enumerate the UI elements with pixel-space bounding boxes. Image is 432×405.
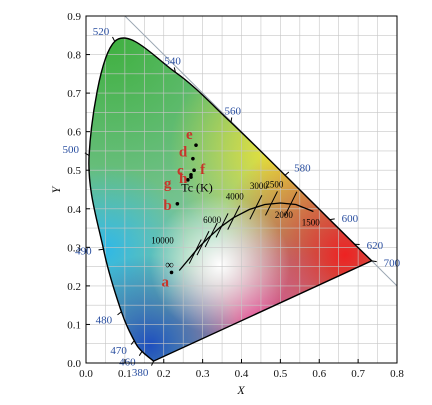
sample-point: [194, 143, 198, 147]
wavelength-label: 490: [75, 246, 92, 258]
isotemperature-line: [204, 222, 218, 248]
wavelength-label: 560: [225, 106, 242, 118]
y-tick-label: 0.6: [67, 127, 81, 139]
isotemperature-line: [188, 239, 202, 264]
sample-point-label: a: [162, 274, 170, 290]
sample-points: a b cde f g h: [162, 127, 207, 290]
locus-tick: [329, 218, 335, 221]
wavelength-label: 700: [384, 258, 401, 270]
cct-label: 3000: [250, 181, 268, 191]
sample-point: [186, 178, 190, 182]
isotemperature-line: [215, 213, 229, 238]
wavelength-label: 580: [294, 162, 311, 174]
isotemperature-line: [249, 195, 263, 220]
cct-label: 2500: [265, 179, 284, 189]
isotemperature-line: [196, 230, 210, 256]
x-tick-label: 0.7: [351, 368, 365, 380]
cct-label: 4000: [226, 192, 245, 202]
x-tick-label: 0.6: [312, 368, 326, 380]
wavelength-label: 500: [63, 144, 80, 156]
locus-tick: [130, 340, 135, 345]
tc-label: Tc (K): [181, 180, 212, 194]
wavelength-label: 480: [96, 314, 113, 326]
y-tick-label: 0.4: [67, 204, 81, 216]
wavelength-label: 470: [110, 345, 127, 357]
isotemperature-line: [227, 205, 241, 230]
wavelength-label: 600: [342, 213, 359, 225]
x-tick-label: 0.3: [196, 368, 210, 380]
wavelength-label: 380: [132, 367, 149, 379]
wavelength-label: 620: [367, 240, 384, 252]
y-axis-ticks: 0.0 0.1 0.2 0.3 0.4 0.5 0.6 0.7 0.8 0.9: [67, 11, 90, 370]
x-tick-label: 0.1: [118, 368, 132, 380]
locus-tick: [230, 117, 233, 123]
sample-point: [175, 201, 180, 206]
cct-label: 6000: [203, 215, 222, 225]
x-tick-label: 0.5: [274, 368, 288, 380]
sample-point-label: f: [200, 162, 206, 178]
isotemperature-lines: [188, 191, 298, 264]
isotemperature-line: [264, 191, 278, 216]
infinity-marker: ∞: [165, 257, 174, 271]
cct-label: 10000: [151, 236, 174, 246]
y-tick-label: 0.2: [67, 281, 81, 293]
x-tick-label: 0.0: [79, 368, 93, 380]
y-tick-label: 0.5: [67, 165, 81, 177]
locus-tick: [138, 351, 143, 356]
y-tick-label: 0.9: [67, 11, 81, 23]
locus-tick: [98, 248, 104, 251]
sample-point-label: g: [164, 176, 172, 192]
x-tick-label: 0.4: [235, 368, 249, 380]
cct-label: 1500: [302, 217, 321, 227]
x-tick-label: 0.2: [157, 368, 171, 380]
locus-tick: [173, 67, 176, 73]
x-tick-label: 0.8: [390, 368, 404, 380]
locus-tick: [284, 171, 290, 176]
cct-label: 2000: [275, 210, 294, 220]
locus-tick: [117, 311, 122, 316]
y-tick-label: 0.7: [67, 88, 81, 100]
locus-tick: [371, 260, 377, 263]
y-axis-title: Y: [49, 185, 63, 193]
sample-point-label: c: [177, 163, 184, 179]
sample-point-label: d: [179, 145, 188, 161]
sample-point: [191, 156, 195, 161]
x-axis-title: X: [236, 383, 245, 397]
sample-point: [192, 168, 196, 173]
locus-tick: [112, 36, 116, 42]
sample-point-label: h: [179, 171, 188, 187]
isotemperature-line: [284, 191, 298, 216]
sample-point: [169, 270, 174, 275]
wavelength-label: 520: [93, 26, 110, 38]
sample-point: [189, 175, 193, 179]
sample-point-label: e: [186, 127, 193, 143]
y-tick-label: 0.8: [67, 50, 81, 62]
chromaticity-color-fill: [88, 37, 372, 362]
y-tick-label: 0.1: [67, 319, 81, 331]
y-tick-label: 0.3: [67, 242, 81, 254]
y-tick-label: 0.0: [67, 358, 81, 370]
x-axis-ticks: 0.0 0.1 0.2 0.3 0.4 0.5 0.6 0.7 0.8: [79, 359, 404, 380]
wavelength-label: 540: [164, 56, 181, 68]
sample-point-label: b: [163, 198, 171, 214]
